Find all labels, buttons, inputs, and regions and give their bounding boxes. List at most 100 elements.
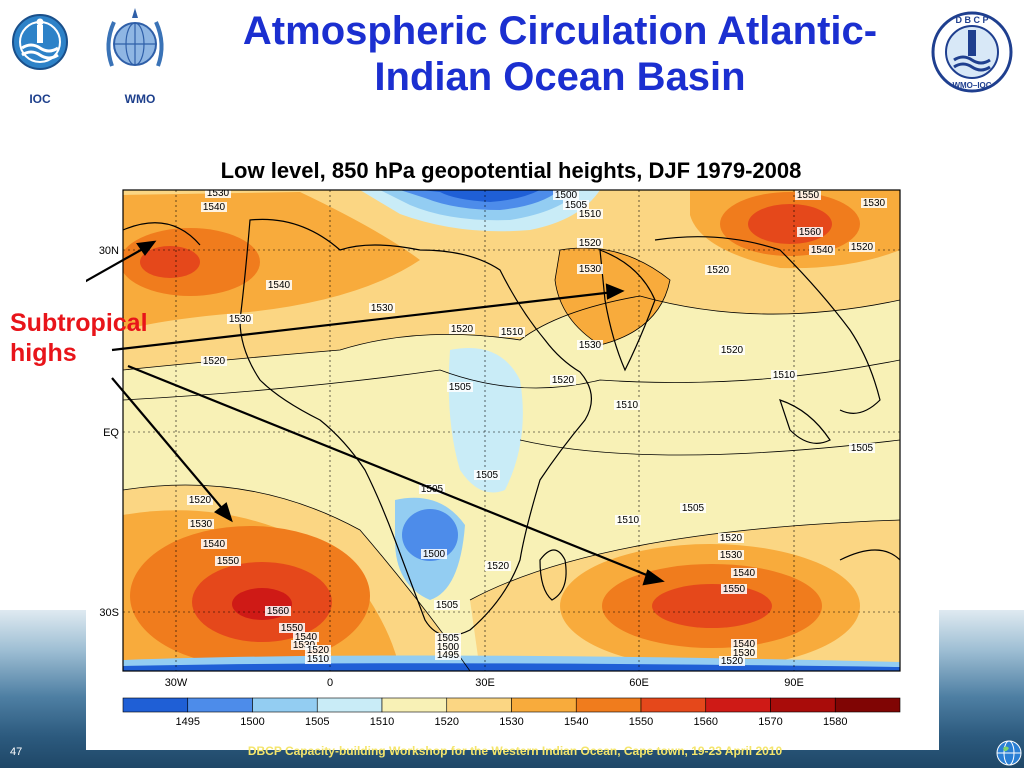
- contour-label: 1510: [307, 654, 330, 665]
- colorbar-swatch: [770, 697, 836, 713]
- contour-label-bg: [434, 600, 460, 610]
- contour-label-bg: [795, 190, 821, 200]
- contour-label: 1520: [707, 265, 730, 276]
- contour-label: 1505: [565, 200, 588, 211]
- colorbar-swatch: [122, 697, 189, 713]
- contour-label: 1550: [723, 584, 746, 595]
- colorbar-label: 1580: [823, 716, 847, 728]
- contour-label: 1540: [203, 539, 226, 550]
- x-tick-label: 30E: [475, 677, 495, 689]
- contour-label: 1540: [295, 632, 318, 643]
- contour-label-bg: [485, 561, 511, 571]
- contour-label-bg: [215, 556, 241, 566]
- contour-label: 1505: [437, 633, 460, 644]
- svg-text:D B C P: D B C P: [955, 15, 988, 25]
- contour-label-bg: [201, 539, 227, 549]
- contour-label-bg: [279, 623, 305, 633]
- colorbar-label: 1570: [758, 716, 782, 728]
- contour-label-bg: [849, 443, 875, 453]
- contour-label-bg: [797, 227, 823, 237]
- contour-label: 1540: [733, 568, 756, 579]
- contour-label-bg: [421, 549, 447, 559]
- contour-label-bg: [809, 245, 835, 255]
- x-tick-label: 30W: [165, 677, 188, 689]
- contour-label-bg: [771, 370, 797, 380]
- callout-arrows: [86, 240, 665, 586]
- subtropical-highs-callout: Subtropical highs: [10, 309, 148, 367]
- contour-label-bg: [499, 327, 525, 337]
- chart-subtitle: Low level, 850 hPa geopotential heights,…: [220, 158, 802, 183]
- contour-label: 1560: [267, 606, 290, 617]
- contour-label: 1550: [281, 623, 304, 634]
- colorbar-label: 1495: [176, 716, 200, 728]
- contour-label-bg: [731, 648, 757, 658]
- y-tick-label: 30S: [99, 607, 119, 619]
- contour-label: 1530: [863, 198, 886, 209]
- globe-icon: [996, 740, 1022, 766]
- contour-label: 1530: [293, 640, 316, 651]
- contour-label-bg: [680, 503, 706, 513]
- contour-label: 1540: [811, 245, 834, 256]
- map-panel: 1530 1540 1500 1505 1510 1550 1530 1560 1540 1520…: [86, 188, 939, 750]
- x-tick-label: 0: [327, 677, 333, 689]
- contour-label-bg: [447, 382, 473, 392]
- colorbar-swatch: [381, 697, 448, 713]
- contour-label: 1530: [371, 303, 394, 314]
- contour-label-bg: [449, 324, 475, 334]
- colorbar-swatch: [640, 697, 707, 713]
- x-tick-label: 90E: [784, 677, 804, 689]
- contour-label: 1520: [721, 345, 744, 356]
- contour-label: 1505: [436, 600, 459, 611]
- colorbar-swatch: [705, 697, 771, 713]
- contour-label: 1530: [207, 188, 230, 199]
- contour-label-bg: [861, 198, 887, 208]
- contour-label: 1520: [451, 324, 474, 335]
- contour-label: 1530: [733, 648, 756, 659]
- contour-label-bg: [577, 209, 603, 219]
- ioc-logo-icon: [12, 14, 68, 70]
- contour-label-bg: [718, 550, 744, 560]
- contour-label: 1510: [617, 515, 640, 526]
- contour-label-bg: [577, 238, 603, 248]
- colorbar-swatch: [252, 697, 318, 713]
- contour-lines: [123, 247, 900, 671]
- page-number: 47: [10, 746, 23, 758]
- contour-label: 1520: [579, 238, 602, 249]
- contour-label-bg: [705, 265, 731, 275]
- contour-label-bg: [369, 303, 395, 313]
- contour-label: 1560: [799, 227, 822, 238]
- colorbar-label: 1560: [694, 716, 718, 728]
- contour-label-bg: [563, 200, 589, 210]
- contour-label-bg: [305, 645, 331, 655]
- wmo-logo-icon: [106, 8, 164, 67]
- contour-label: 1530: [190, 519, 213, 530]
- contour-label-bg: [577, 340, 603, 350]
- map-frame: [122, 189, 901, 672]
- contour-label: 1520: [851, 242, 874, 253]
- contour-label: 1530: [229, 314, 252, 325]
- contour-label: 1530: [579, 340, 602, 351]
- ioc-caption: IOC: [29, 92, 51, 106]
- contour-label: 1505: [476, 470, 499, 481]
- contour-label: 1520: [721, 656, 744, 667]
- contour-label-bg: [577, 264, 603, 274]
- colorbar-swatch: [575, 697, 642, 713]
- contour-label-bg: [266, 280, 292, 290]
- contour-label: 1530: [579, 264, 602, 275]
- contour-label-bg: [435, 633, 461, 643]
- colorbar-swatch: [511, 697, 577, 713]
- colorbar-swatch: [834, 697, 901, 713]
- contour-label: 1520: [307, 645, 330, 656]
- contour-label: 1540: [268, 280, 291, 291]
- contour-label-bg: [731, 639, 757, 649]
- contour-label: 1500: [555, 190, 578, 201]
- contour-label: 1550: [217, 556, 240, 567]
- colorbar-swatch: [187, 697, 253, 713]
- contour-label-bg: [201, 356, 227, 366]
- coastlines: [123, 218, 900, 637]
- contour-label-bg: [188, 519, 214, 529]
- colorbar-label: 1505: [305, 716, 329, 728]
- colorbar-label: 1530: [499, 716, 523, 728]
